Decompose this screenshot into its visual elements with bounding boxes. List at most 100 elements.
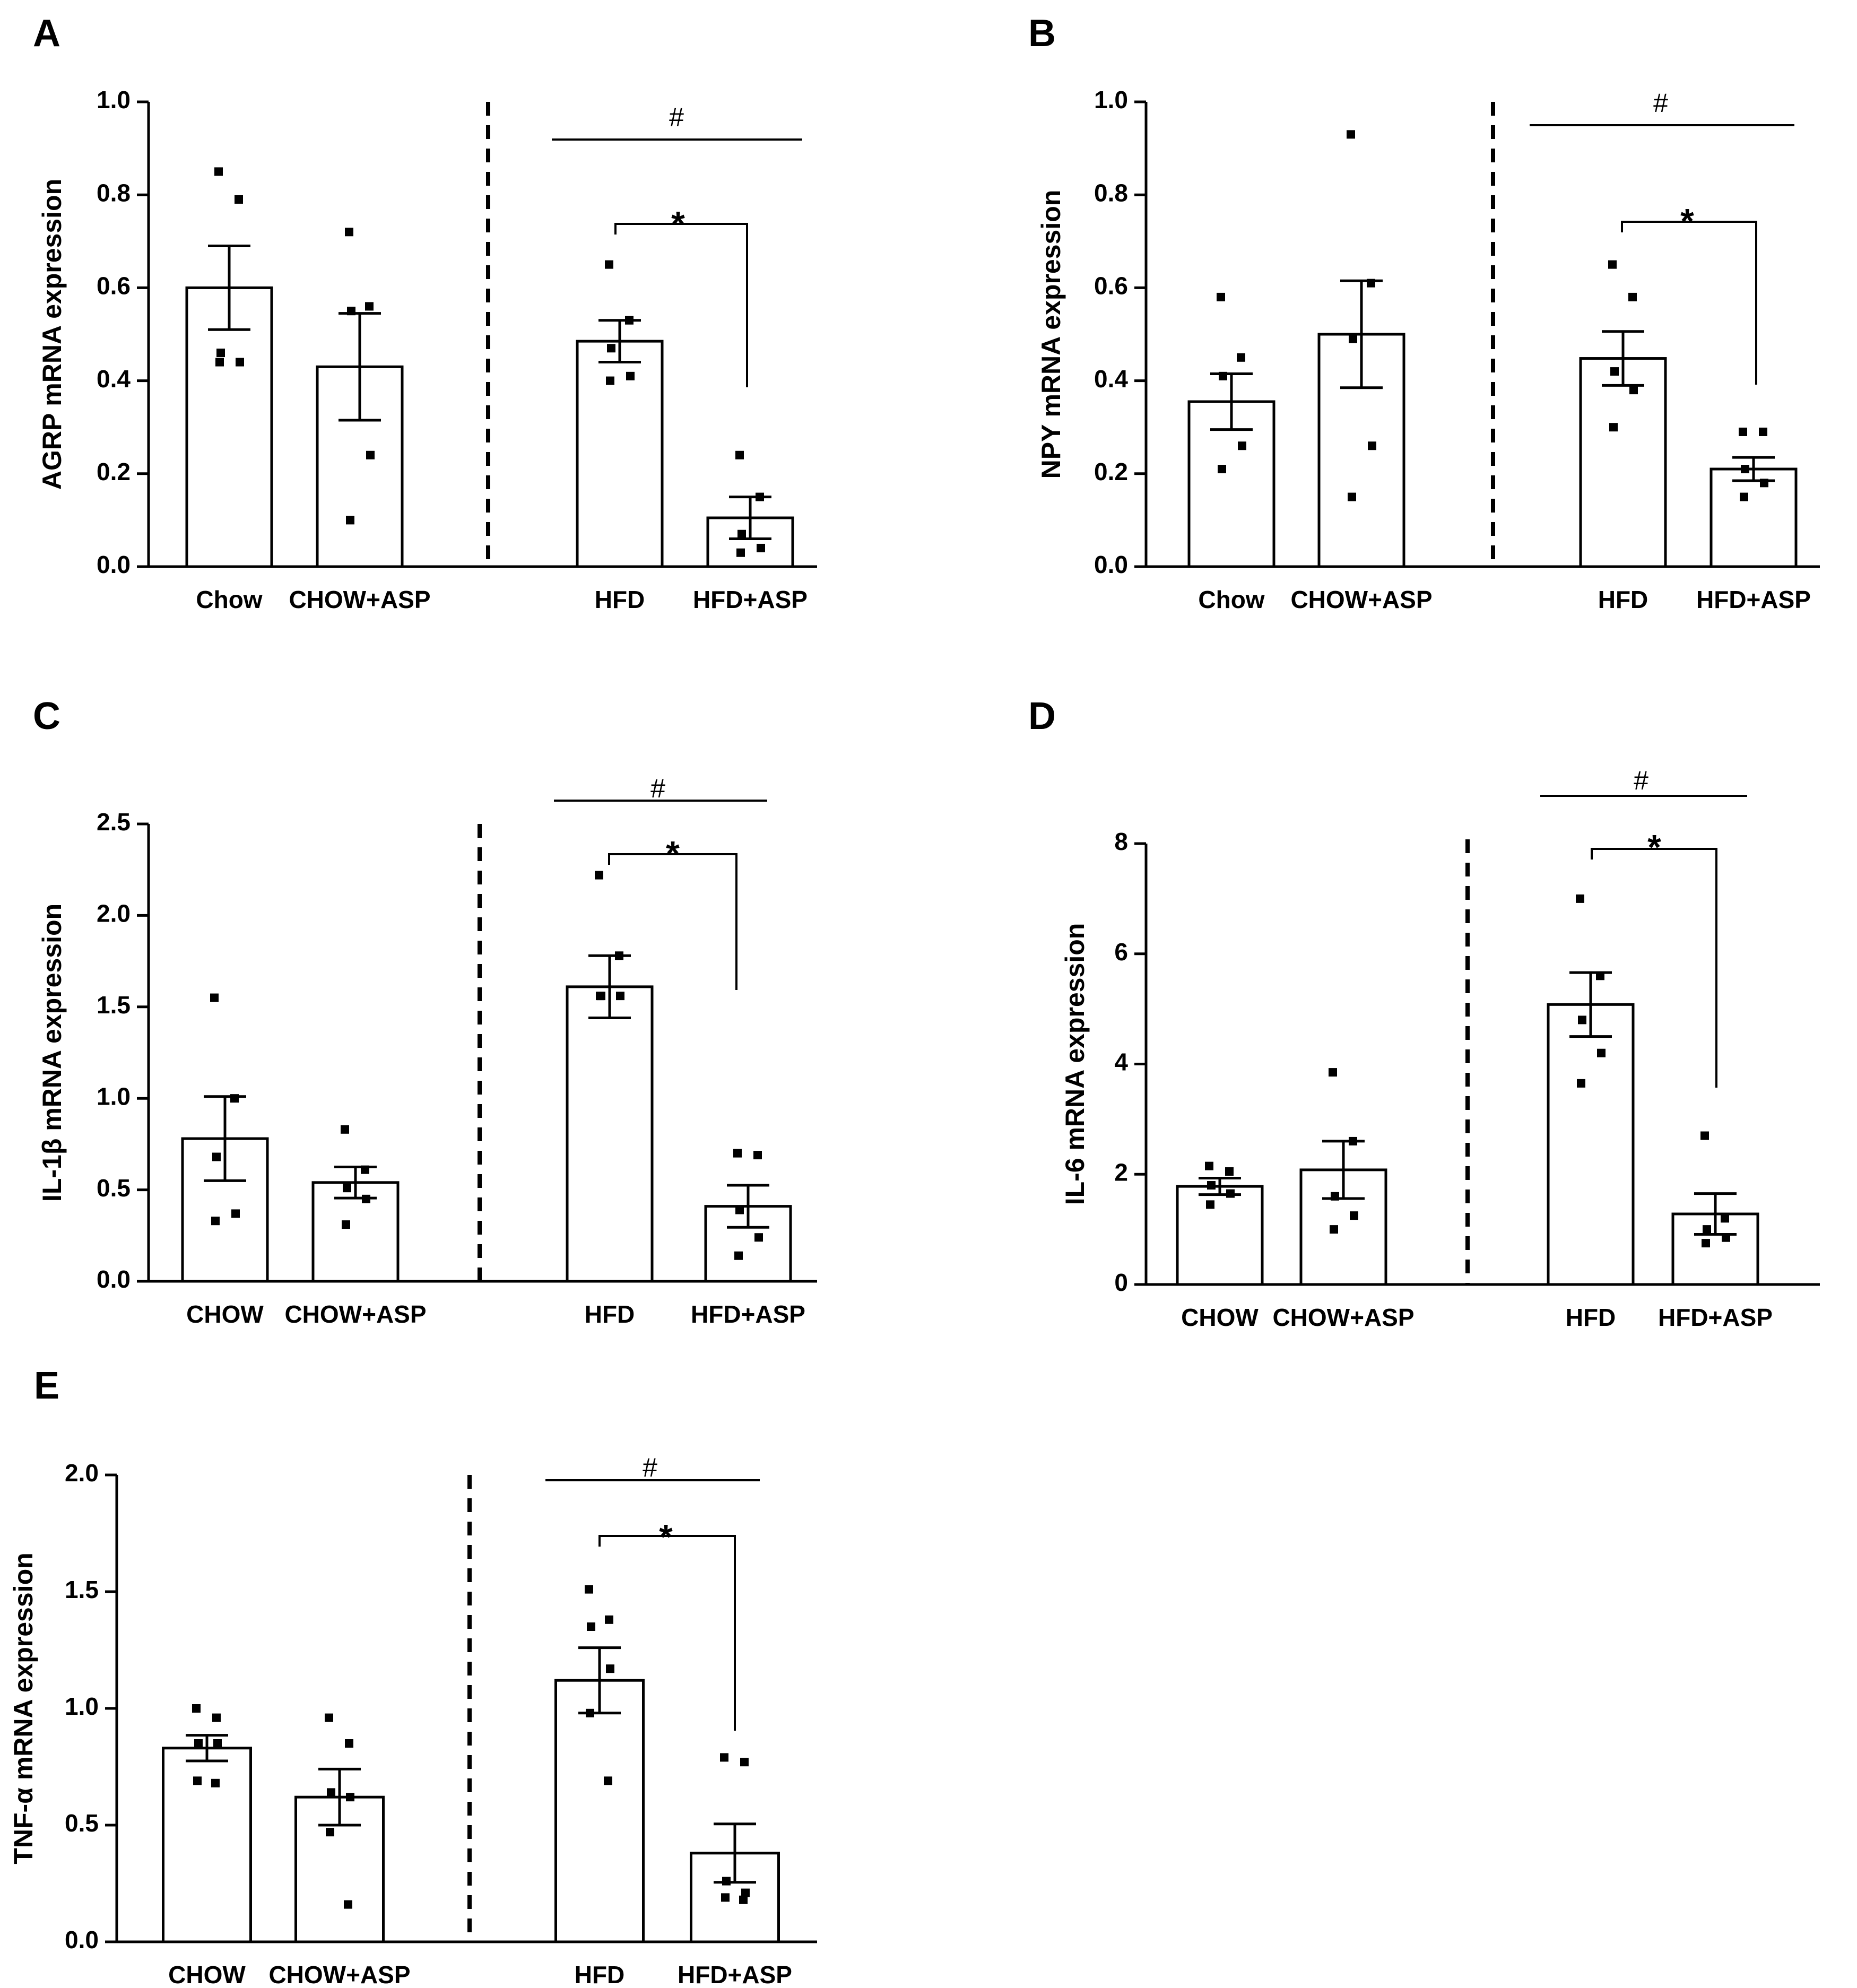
data-point [754,1233,763,1242]
data-point [736,548,745,557]
data-point [362,1194,370,1203]
data-point [735,450,744,459]
panel-C: C 0.0 0.5 1.0 1.5 2.0 2.5 IL-1β mRNA expression… [33,695,817,1328]
data-point [236,358,244,367]
x-tick-label: HFD+ASP [1658,1304,1773,1331]
y-tick-label: 0.4 [97,365,131,393]
data-point [1217,292,1225,301]
x-tick-label: CHOW [1181,1304,1259,1331]
x-tick-label: CHOW+ASP [1272,1304,1414,1331]
significance-bracket [608,853,737,990]
y-axis-title: IL-1β mRNA expression [37,904,67,1202]
data-point [722,1877,731,1886]
data-point [210,993,219,1002]
panel-label: C [33,695,60,737]
data-point [720,1753,728,1762]
data-point [327,1788,335,1797]
data-point [586,1708,594,1717]
y-tick-label: 0.0 [97,1265,131,1293]
data-point [616,992,624,1001]
data-point [1739,427,1747,436]
data-point [347,307,355,316]
data-point [753,1151,762,1160]
data-point [192,1704,201,1713]
data-point [625,316,634,325]
data-point [325,1713,333,1722]
y-tick-label: 0.8 [97,179,131,206]
y-tick-label: 0.4 [1094,365,1128,393]
data-point [1350,1211,1358,1220]
x-tick-label: CHOW [186,1300,264,1328]
data-point [1206,1200,1214,1209]
bar [1547,1003,1635,1286]
data-point [587,1622,595,1631]
data-point [735,1205,744,1214]
data-point [1740,492,1748,501]
data-point [193,1776,202,1785]
data-point [756,492,764,501]
data-point [214,167,223,176]
data-point [212,1152,221,1161]
x-tick-label: HFD [595,586,645,613]
bar [1579,357,1667,568]
data-point [737,529,746,539]
y-tick-label: 0.0 [1094,551,1128,578]
data-point [1700,1131,1709,1140]
data-point [1329,1068,1337,1077]
data-point [344,1900,352,1909]
data-point [1721,1214,1729,1223]
data-point [346,516,354,525]
data-point [1597,1048,1606,1057]
star-symbol: * [671,204,685,243]
significance-bracket [614,223,748,387]
star-symbol: * [666,834,680,873]
y-tick-label: 1.0 [65,1692,99,1720]
data-point [361,1165,369,1174]
panel-label: B [1028,12,1056,55]
data-point [733,1149,742,1158]
x-tick-label: HFD [1566,1304,1616,1331]
data-point [345,1739,353,1748]
data-point [615,951,623,960]
data-point [366,450,375,459]
y-tick-label: 1.0 [97,1082,131,1110]
x-tick-label: HFD+ASP [678,1961,792,1988]
x-tick-label: HFD [575,1961,625,1988]
x-tick-label: HFD+ASP [693,586,808,613]
data-point [1722,1233,1730,1242]
bar [1710,467,1798,568]
data-point [1367,279,1375,288]
y-tick-label: 0.6 [97,272,131,300]
significance-bracket [1621,221,1757,385]
data-point [734,1251,743,1260]
y-tick-label: 8 [1114,828,1128,855]
data-point [1608,260,1617,269]
x-tick-label: Chow [1198,586,1264,613]
significance-bracket [598,1535,736,1731]
data-point [1349,334,1357,343]
y-tick-label: 0 [1114,1269,1128,1296]
data-point [346,1793,354,1802]
bar [1176,1185,1264,1286]
x-tick-label: CHOW [168,1961,246,1988]
y-tick-label: 1.0 [1094,86,1128,114]
hash-symbol: # [650,774,665,803]
data-point [343,1184,351,1193]
panel-D: D 0 2 4 6 8 IL-6 mRNA expression CHOW CHOW+ASP HF… [1028,695,1820,1331]
data-point [1596,971,1604,980]
data-point [342,1220,350,1229]
y-tick-label: 0.5 [65,1809,99,1837]
data-point [213,1739,222,1748]
x-tick-label: CHOW+ASP [268,1961,410,1988]
y-tick-label: 1.5 [97,991,131,1019]
y-axis-title: NPY mRNA expression [1036,190,1066,479]
data-point [1609,423,1618,432]
hash-symbol: # [1653,88,1668,118]
data-point [1207,1181,1216,1190]
panel-label: E [34,1365,59,1407]
data-point [1348,492,1356,501]
x-tick-label: HFD [1598,586,1648,613]
panel-B: B 0.0 0.2 0.4 0.6 0.8 1.0 NPY mRNA expression Ch… [1028,12,1820,613]
bar [185,286,273,568]
